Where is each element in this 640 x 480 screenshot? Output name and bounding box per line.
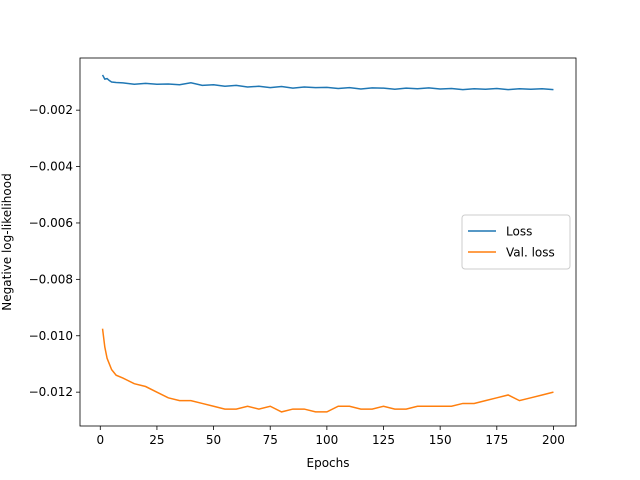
y-tick-label: −0.002 xyxy=(29,103,73,117)
x-tick-label: 0 xyxy=(96,433,104,447)
y-axis-label: Negative log-likelihood xyxy=(0,173,14,310)
x-tick-label: 50 xyxy=(206,433,221,447)
plot-frame xyxy=(79,57,577,427)
x-tick-label: 200 xyxy=(542,433,565,447)
y-tick-label: −0.004 xyxy=(29,160,73,174)
line-series xyxy=(101,74,554,91)
legend-box xyxy=(461,214,571,270)
legend-label: Loss xyxy=(506,225,532,239)
x-tick-label: 25 xyxy=(149,433,164,447)
y-tick-label: −0.010 xyxy=(29,329,73,343)
x-tick-label: 100 xyxy=(315,433,338,447)
x-tick-label: 125 xyxy=(372,433,395,447)
x-axis-label: Epochs xyxy=(307,456,350,470)
x-tick-label: 175 xyxy=(485,433,508,447)
y-tick-label: −0.008 xyxy=(29,272,73,286)
legend-label: Val. loss xyxy=(506,246,555,260)
line-series xyxy=(101,328,554,413)
y-tick-label: −0.012 xyxy=(29,385,73,399)
x-tick-label: 150 xyxy=(429,433,452,447)
y-tick-label: −0.006 xyxy=(29,216,73,230)
x-tick-label: 75 xyxy=(263,433,278,447)
